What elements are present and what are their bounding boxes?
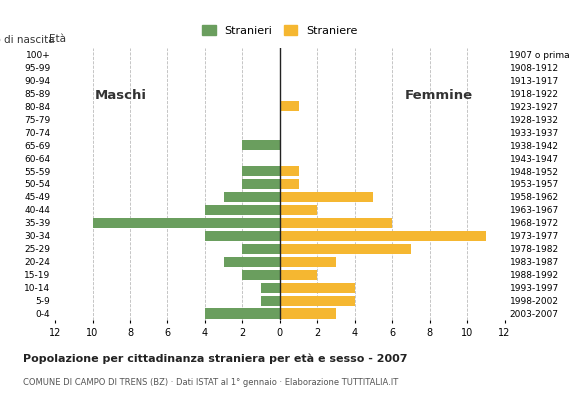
Text: COMUNE DI CAMPO DI TRENS (BZ) · Dati ISTAT al 1° gennaio · Elaborazione TUTTITAL: COMUNE DI CAMPO DI TRENS (BZ) · Dati IST… (23, 378, 398, 387)
Text: Età: Età (49, 34, 67, 44)
Bar (280, 101, 299, 111)
Text: Anno di nascita: Anno di nascita (0, 35, 55, 45)
Bar (224, 192, 280, 202)
Bar (242, 179, 280, 189)
Bar (242, 140, 280, 150)
Bar (280, 166, 299, 176)
Text: Femmine: Femmine (405, 90, 473, 102)
Text: Maschi: Maschi (95, 90, 147, 102)
Bar (261, 282, 280, 293)
Bar (280, 296, 355, 306)
Bar (242, 166, 280, 176)
Bar (93, 218, 280, 228)
Bar (242, 244, 280, 254)
Bar (280, 218, 392, 228)
Bar (280, 282, 355, 293)
Bar (242, 270, 280, 280)
Bar (280, 257, 336, 267)
Bar (280, 308, 336, 318)
Bar (280, 244, 411, 254)
Bar (280, 192, 374, 202)
Bar (205, 205, 280, 215)
Legend: Stranieri, Straniere: Stranieri, Straniere (198, 21, 362, 40)
Text: Popolazione per cittadinanza straniera per età e sesso - 2007: Popolazione per cittadinanza straniera p… (23, 354, 408, 364)
Bar (280, 205, 317, 215)
Bar (280, 270, 317, 280)
Bar (205, 308, 280, 318)
Bar (205, 231, 280, 241)
Bar (280, 231, 486, 241)
Bar (261, 296, 280, 306)
Bar (224, 257, 280, 267)
Bar (280, 179, 299, 189)
